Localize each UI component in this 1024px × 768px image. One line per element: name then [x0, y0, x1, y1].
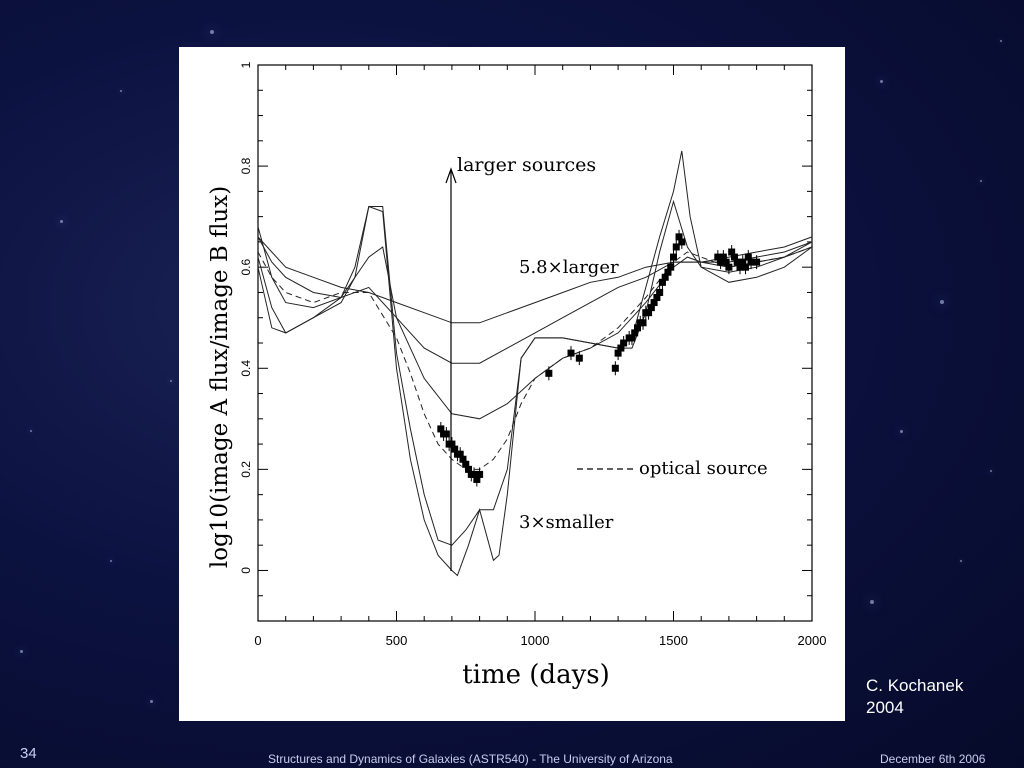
- data-point: [678, 238, 686, 246]
- data-point: [753, 258, 761, 266]
- data-point: [476, 470, 484, 478]
- data-point: [658, 278, 666, 286]
- data-point: [747, 258, 755, 266]
- data-point: [437, 425, 445, 433]
- star: [960, 560, 962, 562]
- data-point: [633, 324, 641, 332]
- x-tick-label: 0: [254, 633, 261, 648]
- annotation-optical-source: optical source: [639, 458, 768, 479]
- annotation-5-8-larger: 5.8×larger: [519, 257, 619, 278]
- x-tick-label: 2000: [798, 633, 827, 648]
- data-point: [567, 349, 575, 357]
- data-point: [664, 268, 672, 276]
- star: [1000, 40, 1002, 42]
- star: [870, 600, 874, 604]
- data-point: [736, 263, 744, 271]
- data-point: [661, 273, 669, 281]
- data-point: [670, 253, 677, 261]
- x-tick-label: 500: [386, 633, 408, 648]
- credit: C. Kochanek 2004: [866, 675, 963, 719]
- data-point: [742, 263, 750, 271]
- data-point: [459, 455, 467, 463]
- data-point: [675, 233, 683, 241]
- data-point: [645, 309, 653, 317]
- data-point: [448, 440, 456, 448]
- x-tick-label: 1000: [521, 633, 550, 648]
- data-point: [730, 253, 738, 261]
- y-tick-label: 0.4: [239, 360, 253, 377]
- data-point: [725, 263, 733, 271]
- arrow-head: [445, 167, 457, 184]
- star: [30, 430, 32, 432]
- annotation-larger-sources: larger sources: [457, 154, 596, 176]
- data-point: [575, 354, 583, 362]
- data-point: [545, 369, 553, 377]
- data-point: [639, 319, 647, 327]
- data-point: [470, 470, 478, 478]
- x-tick-label: 1500: [659, 633, 688, 648]
- star: [990, 470, 992, 472]
- data-point: [628, 334, 636, 342]
- y-tick-label: 0.2: [239, 461, 253, 478]
- data-point: [442, 430, 450, 438]
- star: [900, 430, 903, 433]
- data-point: [611, 364, 619, 372]
- data-point: [473, 475, 481, 483]
- y-tick-label: 0.8: [239, 157, 253, 174]
- slide-number: 34: [20, 745, 37, 762]
- series-line-6: [257, 150, 813, 577]
- data-point: [465, 465, 473, 473]
- data-point: [631, 329, 639, 337]
- star: [170, 380, 172, 382]
- star: [20, 650, 23, 653]
- footer-date: December 6th 2006: [880, 752, 986, 766]
- data-point: [656, 288, 664, 296]
- data-point: [451, 445, 459, 453]
- star: [940, 300, 944, 304]
- y-tick-label: 1: [239, 61, 253, 68]
- data-point: [672, 243, 680, 251]
- data-points-group: [437, 229, 761, 487]
- plot-frame: [257, 64, 813, 622]
- data-point: [653, 294, 661, 302]
- data-point: [614, 349, 622, 357]
- data-point: [717, 258, 725, 266]
- credit-year: 2004: [866, 698, 904, 717]
- x-axis-label: time (days): [462, 660, 610, 690]
- data-point: [733, 258, 741, 266]
- star: [150, 700, 153, 703]
- star: [120, 90, 122, 92]
- data-point: [667, 263, 675, 271]
- series-line-4: [257, 246, 813, 470]
- figure-panel: 0 500 1000 1500 2000 0 0.2 0.4 0.6 0.8 1 larger so…: [179, 47, 845, 721]
- data-point: [462, 460, 470, 468]
- star: [110, 560, 112, 562]
- data-point: [617, 344, 625, 352]
- data-point: [728, 248, 736, 256]
- chart: 0 500 1000 1500 2000 0 0.2 0.4 0.6 0.8 1 larger so…: [207, 61, 826, 690]
- y-tick-label: 0.6: [239, 259, 253, 276]
- data-point: [456, 450, 464, 458]
- annotation-3-smaller: 3×smaller: [519, 512, 614, 533]
- series-line-2: [257, 236, 813, 364]
- axes-frame: 0 500 1000 1500 2000 0 0.2 0.4 0.6 0.8 1: [239, 61, 826, 648]
- series-line-3: [257, 226, 813, 420]
- star: [980, 180, 982, 182]
- data-point: [650, 299, 658, 307]
- data-point: [722, 258, 730, 266]
- star: [880, 80, 883, 83]
- star: [210, 30, 214, 34]
- data-point: [620, 339, 628, 347]
- y-axis-label: log10(image A flux/image B flux): [207, 186, 233, 568]
- data-point: [744, 253, 752, 261]
- footer-title: Structures and Dynamics of Galaxies (AST…: [268, 752, 673, 766]
- star: [60, 220, 63, 223]
- data-point: [739, 258, 747, 266]
- data-point: [719, 253, 727, 261]
- credit-author: C. Kochanek: [866, 676, 964, 695]
- y-tick-label: 0: [239, 567, 253, 574]
- data-point: [714, 253, 722, 261]
- data-point: [647, 304, 655, 312]
